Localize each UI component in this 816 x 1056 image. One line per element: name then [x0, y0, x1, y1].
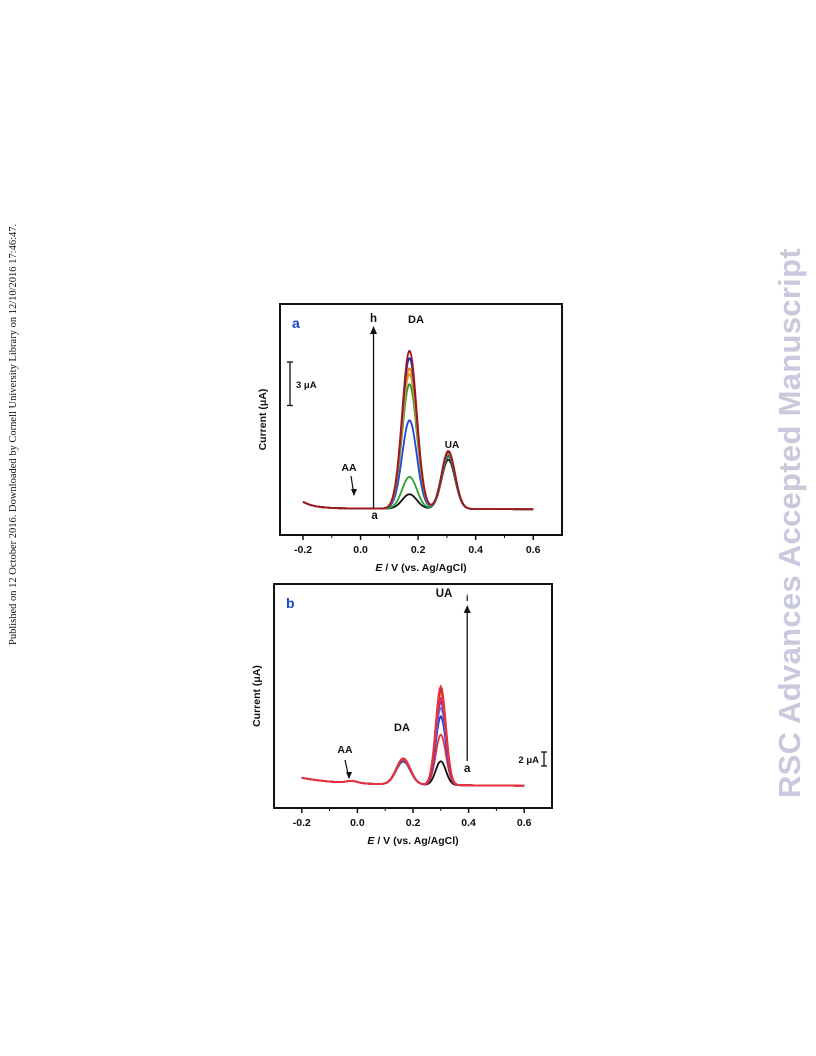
arrow-top-label: h [370, 313, 377, 325]
series-curve-i [301, 684, 525, 787]
peak-label-dopamine: DA [394, 722, 410, 734]
x-axis-label-symbol: E [367, 835, 375, 847]
y-axis-label: Current (μA) [257, 389, 269, 451]
watermark-text: RSC Advances Accepted Manuscript [772, 248, 807, 798]
publication-note-text: Published on 12 October 2016. Downloaded… [8, 223, 19, 645]
x-axis-label: E / V (vs. Ag/AgCl) [375, 562, 466, 574]
trend-arrow-head [463, 605, 471, 613]
chart-panel-b: -0.2 0.0 0.2 0.4 0.6 E / V (vs. Ag/AgCl) Curre… [251, 583, 553, 847]
panel-label: b [286, 595, 295, 611]
aa-pointer-head [351, 489, 357, 496]
series-curve-g [301, 691, 525, 787]
peak-label-ascorbic-acid: AA [337, 744, 353, 756]
scale-bar-label: 2 μA [518, 755, 539, 766]
series-curve-b [301, 733, 525, 787]
plot-frame [279, 303, 563, 536]
scale-bar-label: 3 μA [296, 380, 317, 391]
peak-label-uric-acid: UA [436, 588, 453, 600]
x-tick-label: 0.2 [411, 544, 426, 556]
x-tick-label: -0.2 [294, 544, 312, 556]
peak-label-uric-acid: UA [445, 440, 459, 451]
series-curve-h [302, 350, 534, 511]
chart-panel-a: -0.2 0.0 0.2 0.4 0.6 E / V (vs. Ag/AgCl) Curre… [257, 303, 563, 574]
arrow-top-label: i [466, 593, 469, 603]
series-curve-h [301, 687, 525, 787]
peak-label-dopamine: DA [408, 314, 424, 326]
x-axis-label-symbol: E [375, 562, 383, 574]
x-tick-label: 0.6 [517, 817, 532, 829]
panel-label: a [292, 315, 300, 331]
aa-pointer-head [346, 772, 352, 779]
x-tick-label: -0.2 [293, 817, 311, 829]
x-axis-label-text: / V (vs. Ag/AgCl) [374, 835, 458, 847]
x-tick-label: 0.4 [468, 544, 483, 556]
arrow-bottom-label: a [371, 510, 378, 522]
x-tick-label: 0.4 [461, 817, 476, 829]
peak-label-ascorbic-acid: AA [341, 462, 357, 474]
x-tick-label: 0.6 [526, 544, 541, 556]
x-axis-label-text: / V (vs. Ag/AgCl) [382, 562, 466, 574]
x-tick-label: 0.0 [353, 544, 368, 556]
x-tick-label: 0.2 [406, 817, 421, 829]
y-axis-label: Current (μA) [251, 665, 263, 727]
arrow-bottom-label: a [464, 763, 471, 775]
trend-arrow-head [370, 326, 378, 334]
x-tick-label: 0.0 [350, 817, 365, 829]
x-axis-label: E / V (vs. Ag/AgCl) [367, 835, 458, 847]
